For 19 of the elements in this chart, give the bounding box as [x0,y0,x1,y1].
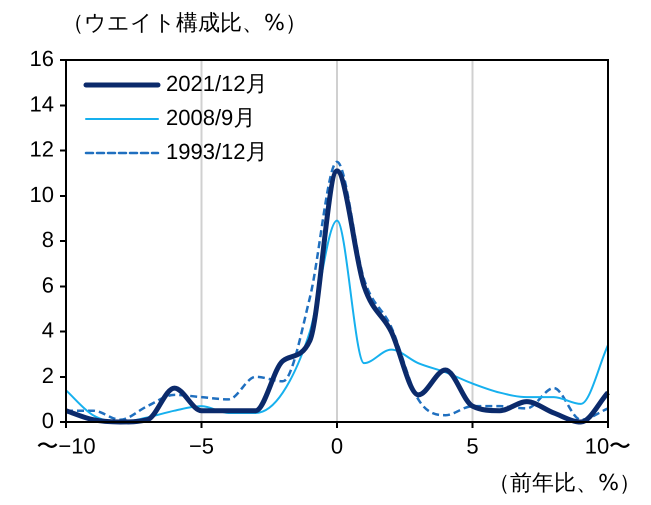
y-tick-label: 6 [42,272,54,298]
y-tick-label: 10 [30,182,54,207]
y-axis-title: （ウエイト構成比、%） [62,10,307,38]
x-tick-label: 〜−10 [36,433,96,458]
y-tick-label: 2 [42,362,54,388]
y-tick-label: 14 [30,91,54,116]
x-tick-label: −5 [188,433,214,458]
x-tick-label: 0 [330,433,344,458]
y-tick-label: 4 [42,318,54,343]
legend-label: 2021/12月 [166,71,268,96]
x-tick-label: 10〜 [584,433,632,458]
legend-label: 1993/12月 [166,139,268,164]
x-tick-label: 5 [466,433,479,458]
y-tick-label: 16 [30,46,54,72]
y-tick-label: 0 [42,408,54,434]
legend-label: 2008/9月 [166,105,256,130]
y-tick-label: 8 [42,227,54,252]
y-tick-label: 12 [30,136,54,162]
x-axis-title: （前年比、%） [488,470,641,498]
